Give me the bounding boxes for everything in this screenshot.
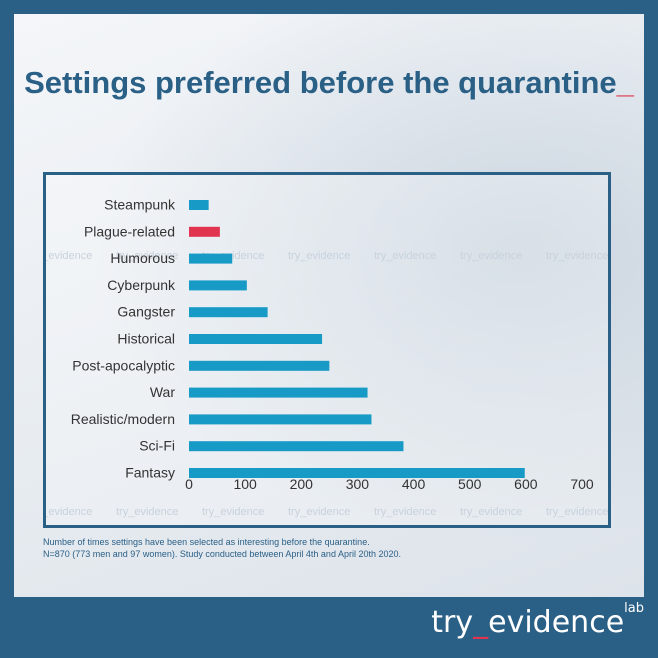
x-tick-label: 0 [185, 476, 193, 492]
watermark-text: try_evidence [288, 506, 350, 518]
footnote: Number of times settings have been selec… [43, 536, 603, 560]
watermark-text: try_evidence [460, 250, 522, 262]
watermark-text: try_evidence [116, 250, 178, 262]
watermark-text: try_evidence [546, 250, 608, 262]
x-tick-label: 400 [402, 476, 426, 492]
watermark-text: try_evidence [116, 506, 178, 518]
bar [189, 387, 368, 398]
footnote-line-2: N=870 (773 men and 97 women). Study cond… [43, 549, 401, 559]
logo-part-evidence: evidence [488, 605, 625, 640]
bar [189, 441, 404, 452]
bar [189, 200, 209, 210]
watermark-text: try_evidence [288, 250, 350, 262]
x-tick-label: 700 [570, 476, 594, 492]
chart-container: try_evidence try_evidence try_evidence try_… [30, 172, 611, 528]
category-label: Sci-Fi [139, 438, 175, 454]
chart-title: Settings preferred before the quarantine… [14, 62, 644, 104]
bar [189, 226, 220, 237]
bar-chart: try_evidence try_evidence try_evidence try_… [30, 197, 608, 519]
x-tick-label: 500 [458, 476, 482, 492]
title-text: Settings preferred before the quarantine [24, 65, 617, 100]
bar [189, 468, 525, 478]
bar [189, 360, 330, 371]
x-tick-label: 200 [290, 476, 314, 492]
logo-lab: lab [624, 601, 644, 616]
bar [189, 253, 233, 264]
x-tick-label: 600 [514, 476, 538, 492]
watermark-text: try_evidence [546, 506, 608, 518]
watermark-text: try_evidence [46, 506, 92, 518]
category-label: Post-apocalyptic [72, 357, 175, 373]
category-label: War [150, 384, 175, 400]
logo-part-try: try [431, 605, 474, 640]
category-label: Humorous [110, 250, 175, 266]
x-tick-label: 300 [346, 476, 370, 492]
category-label: Realistic/modern [71, 411, 175, 427]
watermark-text: try_evidence [46, 250, 92, 262]
footnote-line-1: Number of times settings have been selec… [43, 537, 370, 547]
watermark-text: try_evidence [202, 506, 264, 518]
category-label: Historical [117, 331, 175, 347]
x-tick-label: 100 [233, 476, 257, 492]
brand-logo: try_evidencelab [431, 601, 644, 640]
watermark-text: try_evidence [460, 506, 522, 518]
bar [189, 280, 247, 291]
watermark-text: try_evidence [374, 250, 436, 262]
category-label: Gangster [117, 304, 175, 320]
category-label: Cyberpunk [107, 277, 176, 293]
watermark-text: try_evidence [374, 506, 436, 518]
bar [189, 307, 268, 318]
bar [189, 334, 323, 344]
category-label: Steampunk [104, 197, 176, 213]
title-cursor: _ [616, 65, 634, 100]
bar [189, 414, 372, 425]
background-photo [14, 14, 644, 597]
category-label: Plague-related [84, 223, 175, 239]
content-panel: Settings preferred before the quarantine… [14, 14, 644, 597]
category-label: Fantasy [125, 465, 175, 481]
footer: try_evidencelab [0, 597, 658, 658]
logo-underscore: _ [473, 605, 489, 640]
